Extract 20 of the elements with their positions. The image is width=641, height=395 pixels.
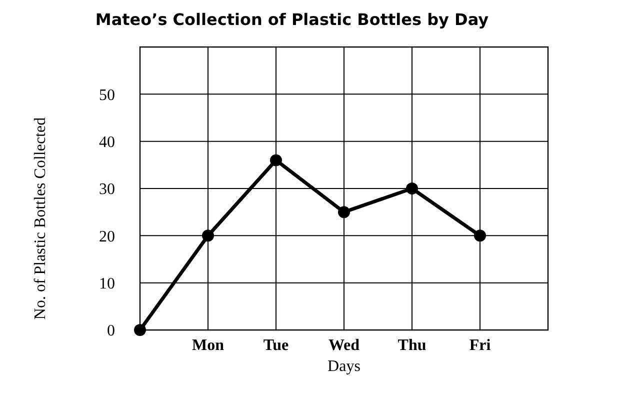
- point: [134, 324, 146, 336]
- y-tick-label: 20: [99, 228, 115, 246]
- x-tick-label: Wed: [328, 337, 360, 354]
- point: [474, 230, 486, 242]
- x-tick-label: Mon: [192, 337, 224, 354]
- x-axis-title: Days: [328, 358, 360, 375]
- point: [406, 182, 418, 194]
- point: [270, 154, 282, 166]
- point: [202, 230, 214, 242]
- chart-title: Mateo’s Collection of Plastic Bottles by Day: [95, 10, 490, 29]
- y-tick-label: 30: [99, 181, 115, 198]
- x-tick-label: Fri: [469, 337, 492, 354]
- y-tick-label: 50: [99, 86, 115, 104]
- y-tick-label: 10: [99, 275, 115, 292]
- point: [338, 206, 350, 218]
- y-tick-label: 0: [107, 322, 115, 340]
- y-tick-label: 40: [99, 134, 115, 151]
- x-tick-label: Thu: [398, 337, 426, 354]
- x-tick-label: Tue: [263, 337, 289, 354]
- y-axis-title: No. of Plastic Bottles Collected: [32, 117, 49, 320]
